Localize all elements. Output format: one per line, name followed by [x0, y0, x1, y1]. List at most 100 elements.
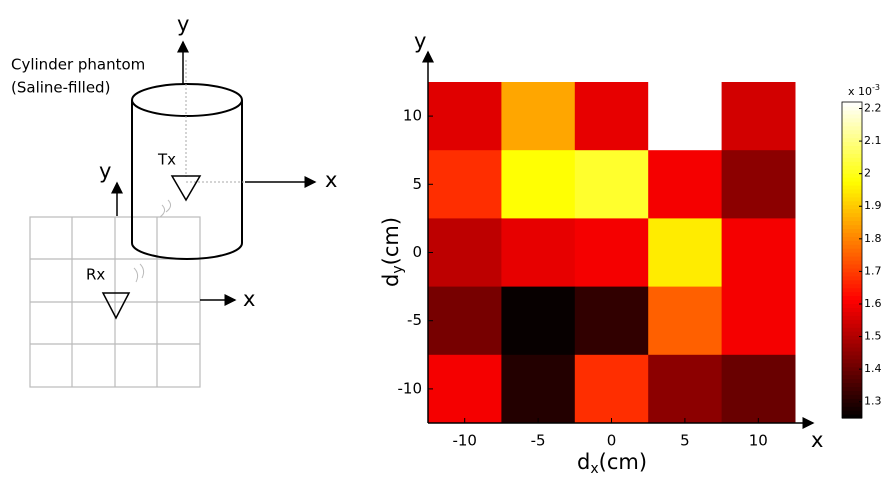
colorbar-segment — [842, 252, 862, 257]
colorbar-segment — [842, 141, 862, 147]
colorbar-segment — [842, 228, 862, 233]
heatmap-cell — [501, 150, 576, 219]
x-tick-label: -10 — [452, 432, 477, 450]
colorbar-segment — [842, 307, 862, 312]
heatmap-cell — [428, 218, 502, 288]
y-tick-label: 5 — [412, 175, 422, 193]
colorbar-segment — [842, 212, 862, 218]
colorbar-segment — [842, 173, 862, 178]
heatmap-cell — [428, 354, 502, 424]
colorbar-segment — [842, 232, 862, 237]
colorbar-segment — [842, 279, 862, 285]
colorbar-segment — [842, 216, 862, 222]
heatmap-cell — [428, 150, 502, 219]
colorbar-segment — [842, 102, 862, 107]
heatmap-cell — [648, 218, 723, 288]
heatmap-cell — [648, 150, 723, 219]
colorbar-segment — [842, 366, 862, 372]
y-tick-label: 10 — [403, 107, 422, 125]
axis-label: y — [177, 12, 189, 36]
tx-guides — [185, 60, 245, 183]
colorbar-segment — [842, 358, 862, 364]
colorbar-segment — [842, 244, 862, 249]
x-tick-label: -5 — [531, 432, 546, 450]
colorbar-segment — [842, 311, 862, 316]
colorbar-segment — [842, 346, 862, 352]
colorbar-segment — [842, 161, 862, 166]
phantom-label: Cylinder phantom — [11, 56, 145, 74]
colorbar-multiplier: x 10-3 — [848, 83, 880, 99]
colorbar-segment — [842, 208, 862, 214]
colorbar-segment — [842, 165, 862, 170]
colorbar-segment — [842, 188, 862, 194]
colorbar-segment — [842, 386, 862, 391]
colorbar-segment — [842, 149, 862, 154]
colorbar-segment — [842, 331, 862, 336]
colorbar-tick-label: 1.9 — [864, 199, 882, 212]
colorbar-segment — [842, 129, 862, 135]
colorbar-segment — [842, 145, 862, 150]
y-axis-label-part: y — [390, 265, 406, 273]
heatmap-chart: xy-10 -5 0 5 10-10-50510dx(cm)dy(cm)1.31.41.… — [379, 29, 882, 477]
colorbar-segment — [842, 267, 862, 273]
colorbar-tick-label: 2.1 — [864, 134, 882, 147]
colorbar-segment — [842, 327, 862, 332]
colorbar-segment — [842, 263, 862, 269]
colorbar-segment — [842, 414, 862, 419]
heatmap-cell — [648, 286, 723, 356]
colorbar-segment — [842, 113, 862, 119]
multiplier-exp: -3 — [872, 83, 880, 92]
colorbar-segment — [842, 339, 862, 344]
x-tick-label: 10 — [749, 432, 768, 450]
colorbar-segment — [842, 137, 862, 143]
colorbar-segment — [842, 105, 862, 111]
rx-antenna — [101, 292, 131, 320]
colorbar-tick-label: 1.6 — [864, 297, 882, 310]
waves — [133, 199, 172, 283]
colorbar-segment — [842, 240, 862, 245]
x-tick-label: 0 — [607, 432, 617, 450]
y-axis-label-part: (cm) — [379, 217, 403, 265]
colorbar-segment — [842, 260, 862, 265]
heatmap-cell — [501, 82, 576, 151]
colorbar-segment — [842, 109, 862, 115]
x-axis-label-part: (cm) — [599, 450, 647, 474]
colorbar-segment — [842, 133, 862, 139]
phantom-label: (Saline-filled) — [11, 79, 110, 97]
colorbar-segment — [842, 394, 862, 399]
colorbar-segment — [842, 295, 862, 301]
heatmap-cell — [721, 150, 796, 219]
colorbar-frame — [841, 101, 863, 419]
heatmap-cell — [648, 82, 723, 151]
colorbar-segment — [842, 354, 862, 360]
colorbar-segment — [842, 153, 862, 158]
colorbar-tick-label: 1.3 — [864, 395, 882, 408]
x-axis-label: dx(cm) — [577, 450, 647, 477]
colorbar-segment — [842, 287, 862, 293]
multiplier-base: x 10 — [848, 85, 872, 98]
y-axis-label: dy(cm) — [379, 217, 406, 287]
colorbar-segment — [842, 224, 862, 229]
y-tick-label: -10 — [398, 379, 423, 397]
y-tick-label: 0 — [412, 243, 422, 261]
colorbar-segment — [842, 378, 862, 384]
colorbar-segment — [842, 200, 862, 206]
colorbar-segment — [842, 275, 862, 281]
cylinder — [131, 83, 243, 260]
axis-label: x — [243, 287, 255, 311]
colorbar-segment — [842, 390, 862, 395]
colorbar-segment — [842, 184, 862, 190]
y-axis-arrow-label: y — [414, 29, 426, 53]
colorbar-segment — [842, 402, 862, 407]
heatmap-cell — [501, 286, 576, 356]
colorbar-tick-label: 1.8 — [864, 232, 882, 245]
colorbar-segment — [842, 196, 862, 202]
colorbar-segment — [842, 370, 862, 376]
colorbar-tick-label: 1.4 — [864, 362, 882, 375]
x-tick-label: 5 — [680, 432, 690, 450]
y-tick-label: -5 — [407, 311, 422, 329]
colorbar-segment — [842, 125, 862, 131]
colorbar-segment — [842, 303, 862, 308]
colorbar-segment — [842, 271, 862, 277]
